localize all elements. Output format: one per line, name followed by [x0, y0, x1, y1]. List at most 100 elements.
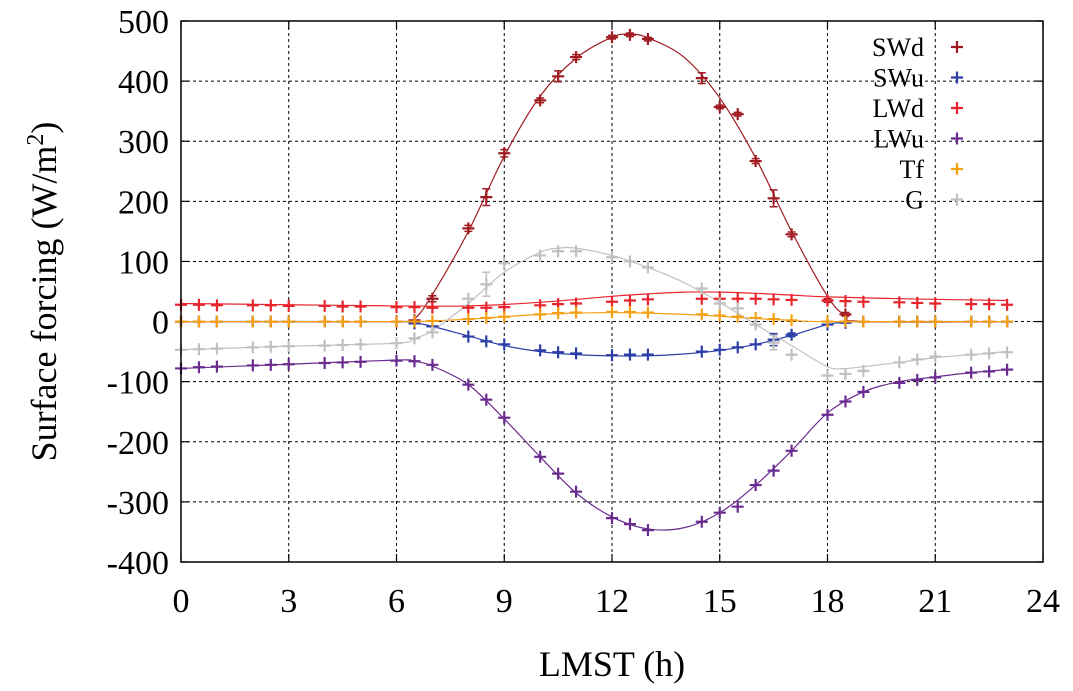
- legend-marker-tf: [951, 163, 963, 175]
- data-point-g: [929, 350, 942, 363]
- x-tick-label: 21: [918, 583, 952, 620]
- data-point-tf: [857, 315, 870, 328]
- fit-curve-tf: [180, 311, 1008, 323]
- data-point-swd: [713, 100, 726, 113]
- data-point-swu: [606, 349, 618, 362]
- data-point-lwd: [623, 294, 636, 307]
- data-point-g: [462, 292, 475, 305]
- data-point-g: [246, 341, 259, 354]
- data-point-swd: [606, 31, 618, 44]
- data-point-g: [426, 326, 439, 339]
- data-point-lwu: [713, 506, 726, 519]
- data-point-lwu: [498, 411, 511, 424]
- data-point-tf: [695, 308, 708, 321]
- data-point-lwd: [264, 299, 277, 312]
- data-point-lwd: [606, 295, 618, 308]
- data-point-tf: [264, 315, 277, 328]
- data-point-lwd: [246, 299, 259, 312]
- data-point-tf: [210, 315, 223, 328]
- data-point-swu: [695, 345, 708, 358]
- data-point-lwd: [821, 294, 834, 307]
- data-point-tf: [1001, 315, 1014, 328]
- data-point-lwu: [893, 376, 906, 389]
- y-tick-label: 100: [118, 244, 169, 281]
- data-point-lwu: [606, 512, 618, 525]
- data-point-lwd: [408, 301, 421, 314]
- data-point-swu: [641, 348, 654, 361]
- y-tick-label: 300: [118, 124, 169, 161]
- data-point-swd: [570, 51, 583, 64]
- data-point-swd: [785, 228, 798, 241]
- data-point-g: [713, 297, 726, 310]
- data-point-swd: [749, 155, 762, 168]
- data-point-tf: [911, 315, 924, 328]
- data-point-lwd: [318, 299, 331, 312]
- data-point-lwd: [893, 296, 906, 309]
- data-point-tf: [462, 313, 475, 326]
- legend-marker-lwd: [951, 102, 963, 114]
- data-point-lwu: [246, 359, 259, 372]
- data-point-lwd: [354, 300, 367, 313]
- y-axis-title-main: Surface forcing (W/m: [24, 146, 64, 462]
- data-point-lwd: [641, 293, 654, 306]
- data-point-lwd: [1001, 298, 1014, 311]
- x-tick-label: 9: [496, 583, 513, 620]
- x-tick-label: 0: [173, 583, 190, 620]
- data-point-lwu: [426, 358, 439, 371]
- data-point-g: [390, 337, 403, 350]
- data-point-lwd: [857, 295, 870, 308]
- fit-curve-lwd: [180, 291, 1008, 307]
- data-point-lwu: [641, 524, 654, 537]
- legend-label-swu: SWu: [873, 64, 924, 93]
- data-point-lwu: [318, 357, 331, 370]
- data-point-lwu: [749, 479, 762, 492]
- data-point-lwd: [911, 296, 924, 309]
- data-point-g: [1001, 346, 1014, 359]
- data-point-g: [336, 338, 349, 351]
- data-point-g: [695, 282, 708, 295]
- data-point-swd: [534, 94, 547, 107]
- data-point-g: [408, 332, 421, 345]
- x-tick-label: 12: [595, 583, 629, 620]
- legend-label-lwu: LWu: [874, 125, 924, 154]
- data-point-lwu: [480, 393, 493, 406]
- data-point-lwd: [929, 297, 942, 310]
- data-point-tf: [498, 310, 511, 323]
- data-point-lwu: [929, 371, 942, 384]
- data-point-lwu: [785, 444, 798, 457]
- data-point-g: [911, 353, 924, 366]
- data-point-g: [318, 339, 331, 352]
- data-point-lwu: [857, 385, 870, 398]
- data-point-swu: [498, 338, 511, 351]
- y-tick-label: 200: [118, 184, 169, 221]
- data-point-swd: [767, 192, 780, 205]
- data-point-lwu: [767, 464, 780, 477]
- data-point-tf: [282, 315, 295, 328]
- data-point-swd: [641, 33, 654, 46]
- data-point-tf: [785, 314, 798, 327]
- data-point-g: [767, 336, 780, 349]
- data-point-lwu: [839, 395, 852, 408]
- y-tick-label: 400: [118, 64, 169, 101]
- data-point-tf: [965, 315, 978, 328]
- data-point-lwu: [390, 354, 403, 367]
- y-tick-label: -200: [107, 425, 169, 462]
- data-point-g: [893, 356, 906, 369]
- data-point-lwu: [354, 355, 367, 368]
- data-point-g: [210, 342, 223, 355]
- data-point-tf: [390, 315, 403, 328]
- data-point-lwu: [552, 467, 565, 480]
- data-point-swu: [731, 341, 744, 354]
- y-axis-title-sup: 2: [23, 134, 49, 146]
- data-point-g: [570, 245, 583, 258]
- tick-layer: 0 3 6 9 12 15 18 21 24 -400 -300 -200 -100 0 100 200 300…: [107, 4, 1060, 620]
- data-point-lwu: [282, 358, 295, 371]
- x-tick-label: 3: [280, 583, 297, 620]
- data-point-tf: [641, 306, 654, 319]
- data-point-lwu: [570, 485, 583, 498]
- data-point-g: [354, 338, 367, 351]
- x-tick-label: 24: [1026, 583, 1060, 620]
- data-point-tf: [318, 315, 331, 328]
- series-g: [175, 245, 1014, 382]
- data-point-lwd: [983, 298, 996, 311]
